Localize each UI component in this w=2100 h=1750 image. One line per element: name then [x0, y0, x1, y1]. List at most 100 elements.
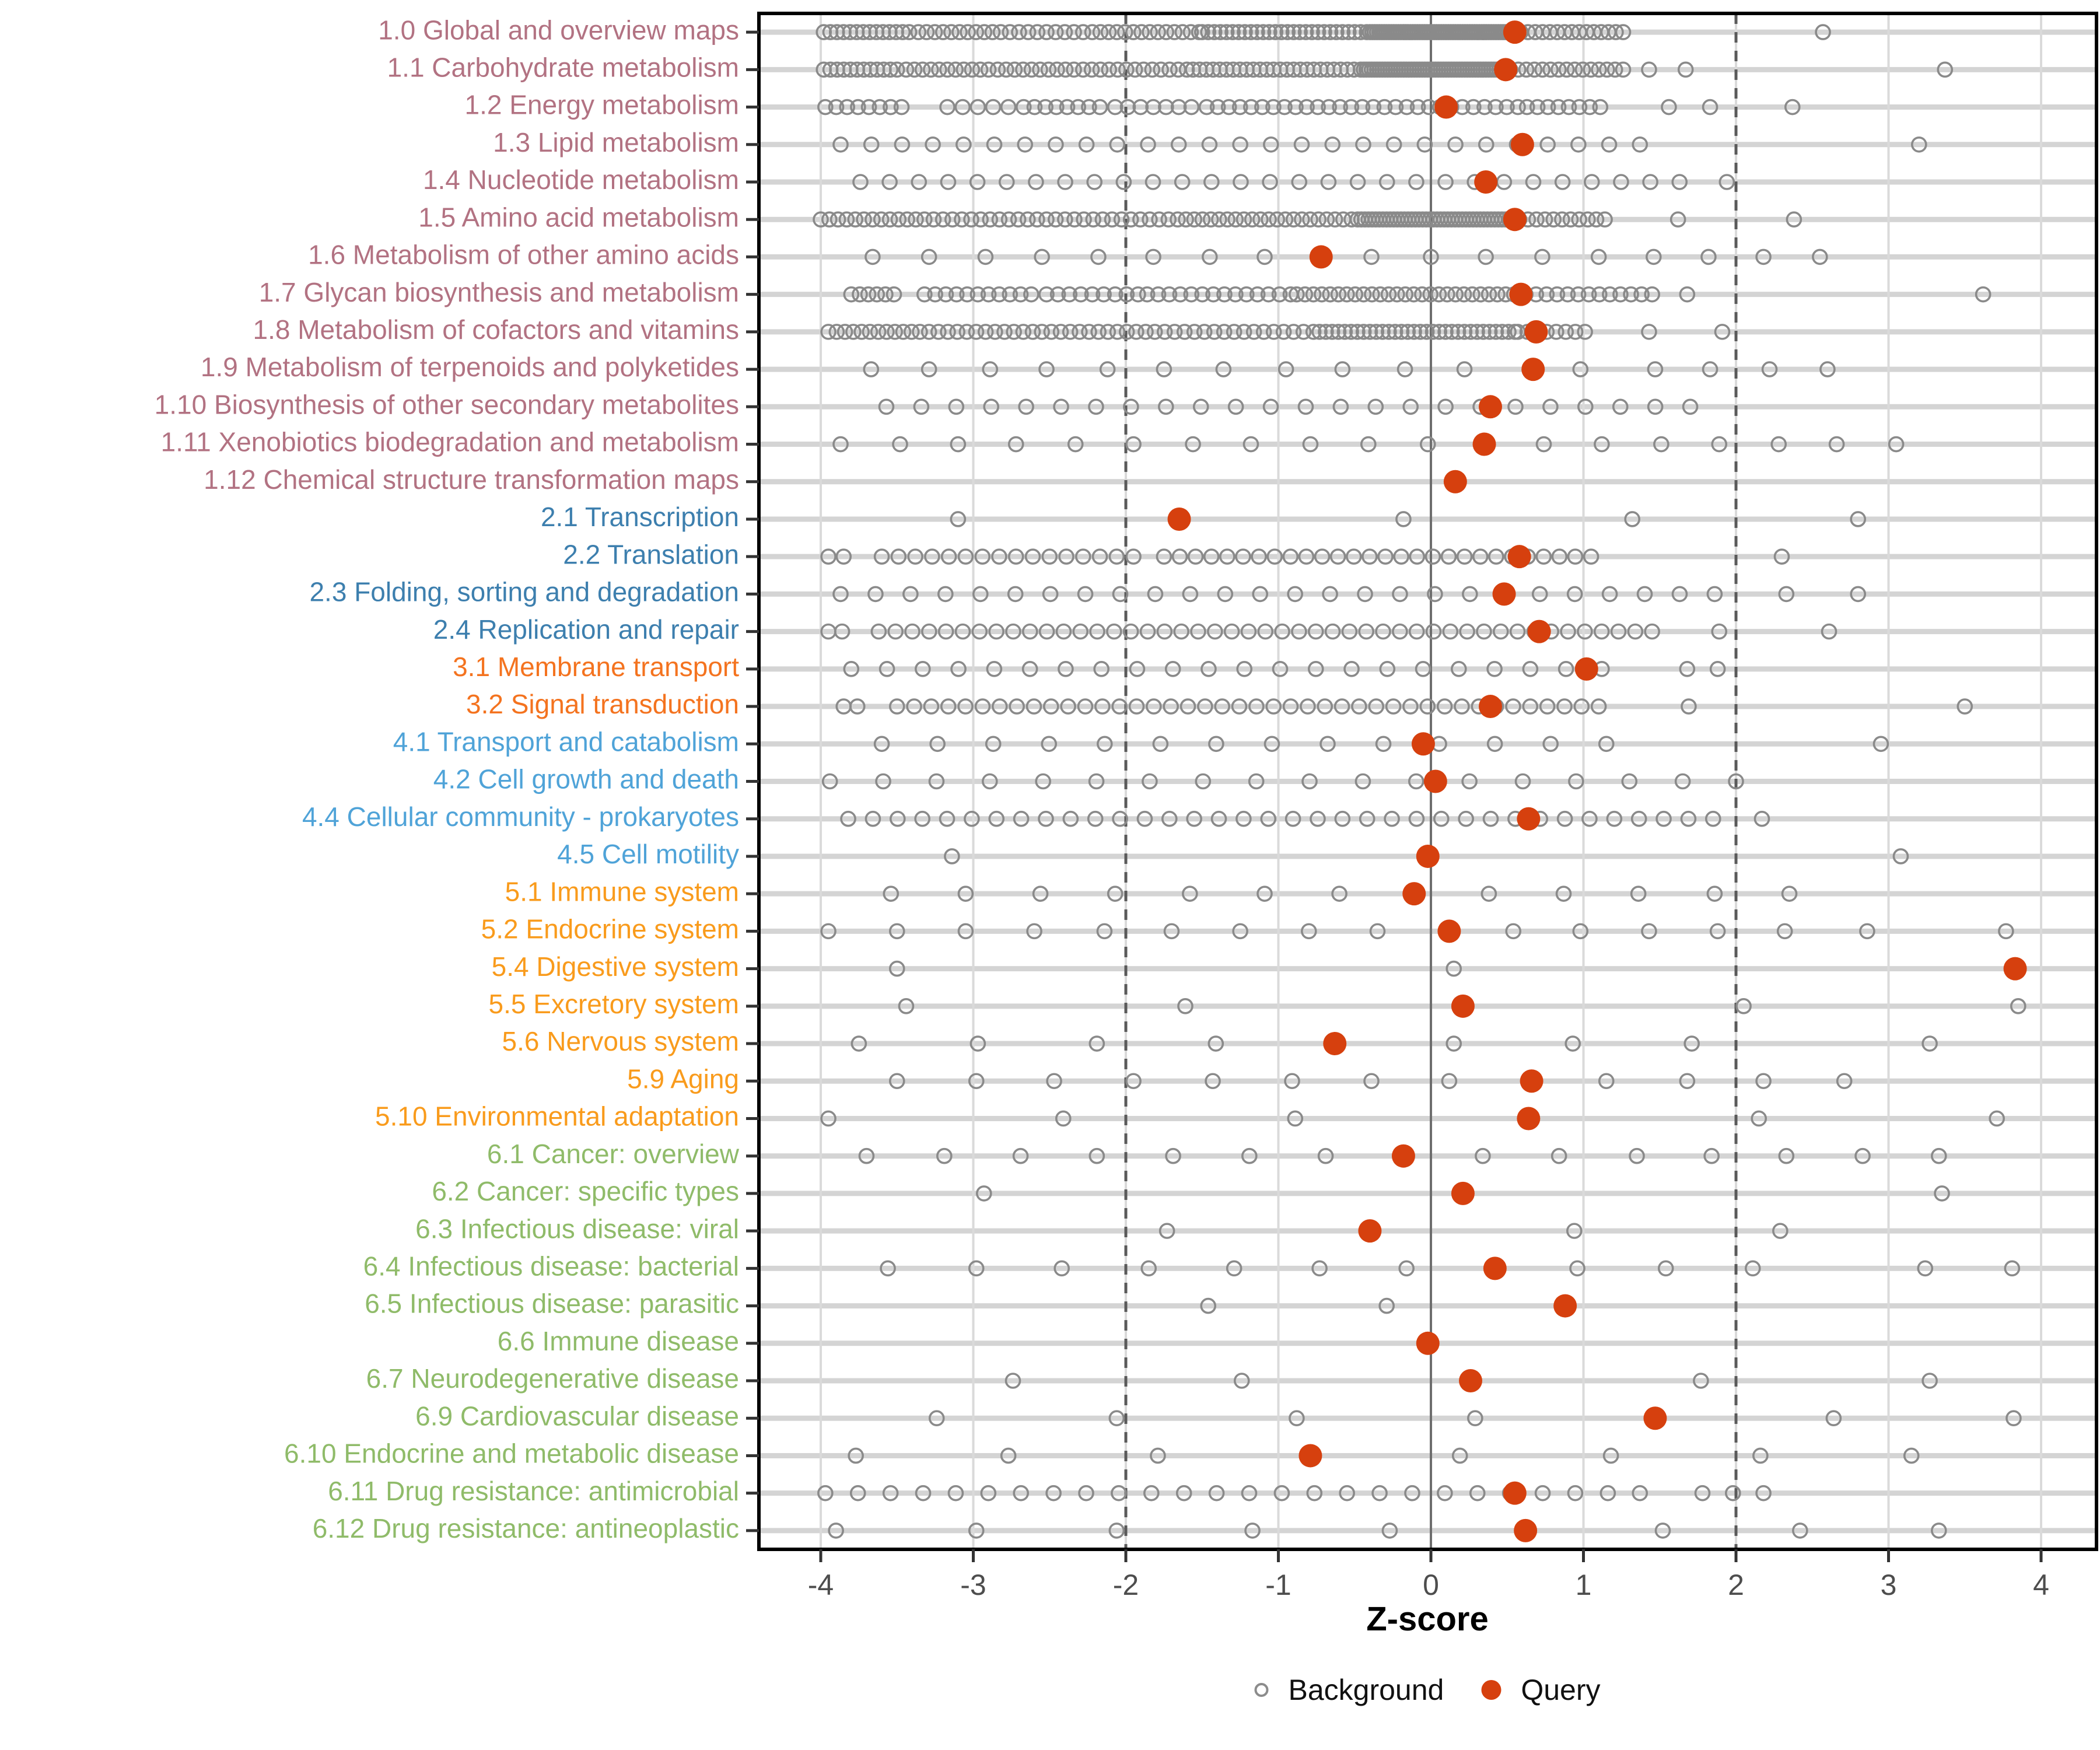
background-point: [1711, 436, 1728, 453]
background-point: [954, 99, 971, 116]
row-label: 1.7 Glycan biosynthesis and metabolism: [259, 277, 739, 307]
background-point: [1608, 24, 1624, 40]
background-point: [1598, 1073, 1615, 1090]
background-point: [1384, 810, 1400, 827]
background-point: [1284, 810, 1301, 827]
background-point: [1661, 99, 1677, 116]
background-point: [1203, 174, 1220, 190]
background-point: [1023, 61, 1040, 78]
background-point: [1566, 61, 1583, 78]
background-point: [1207, 623, 1223, 640]
background-point: [1291, 174, 1308, 190]
background-point: [828, 324, 845, 340]
row-label: 1.3 Lipid metabolism: [493, 127, 739, 158]
background-point: [1364, 286, 1380, 303]
background-point: [1150, 1447, 1166, 1464]
background-point: [1402, 698, 1419, 715]
background-point: [1152, 736, 1169, 752]
background-point: [957, 698, 974, 715]
background-point: [1231, 99, 1248, 116]
background-point: [1562, 211, 1579, 228]
background-point: [1236, 661, 1253, 677]
background-point: [1632, 136, 1648, 153]
background-point: [1334, 698, 1350, 715]
background-point: [939, 99, 956, 116]
background-point: [1287, 99, 1304, 116]
background-point: [1381, 1522, 1398, 1539]
background-point: [1077, 586, 1094, 603]
background-point: [1218, 24, 1235, 40]
background-point: [1416, 136, 1433, 153]
background-point: [1653, 436, 1670, 453]
background-point: [1442, 623, 1459, 640]
background-point: [996, 324, 1013, 340]
x-tick-label: 3: [1881, 1569, 1897, 1601]
background-point: [1073, 286, 1089, 303]
background-point: [1755, 1485, 1772, 1502]
background-point: [877, 286, 894, 303]
background-point: [1355, 324, 1372, 340]
background-point: [1570, 286, 1587, 303]
background-point: [1654, 1522, 1671, 1539]
background-point: [972, 61, 989, 78]
background-point: [992, 24, 1009, 40]
background-point: [898, 61, 915, 78]
background-point: [1015, 324, 1032, 340]
background-point: [878, 398, 895, 415]
background-point: [1096, 286, 1112, 303]
background-point: [1320, 736, 1336, 752]
background-point: [2006, 1410, 2022, 1427]
background-point: [1456, 361, 1473, 377]
background-point: [1206, 24, 1223, 40]
background-point: [985, 736, 1002, 752]
background-point: [1436, 698, 1453, 715]
background-point: [970, 1035, 986, 1052]
query-point: [1416, 1331, 1440, 1355]
background-point: [1223, 623, 1240, 640]
background-point: [940, 324, 956, 340]
background-point: [1377, 548, 1394, 565]
background-point: [836, 324, 853, 340]
background-point: [1186, 810, 1202, 827]
background-point: [1047, 211, 1064, 228]
background-point: [1488, 324, 1504, 340]
background-point: [1406, 324, 1422, 340]
background-point: [1132, 99, 1149, 116]
query-point: [1494, 58, 1518, 82]
background-point: [1580, 211, 1596, 228]
background-point: [1040, 61, 1057, 78]
background-point: [1345, 548, 1362, 565]
background-point: [864, 249, 881, 265]
background-point: [1679, 661, 1696, 677]
background-point: [1657, 1260, 1674, 1277]
background-point: [1349, 324, 1366, 340]
background-point: [1581, 99, 1598, 116]
background-point: [894, 24, 911, 40]
background-point: [1310, 211, 1327, 228]
background-point: [1237, 24, 1253, 40]
background-point: [1216, 324, 1233, 340]
background-point: [1093, 661, 1110, 677]
background-point: [1086, 174, 1103, 190]
background-point: [835, 548, 852, 565]
query-point: [1517, 1107, 1541, 1130]
background-point: [1057, 174, 1073, 190]
background-point: [1058, 548, 1074, 565]
background-point: [1224, 24, 1241, 40]
background-point: [1489, 286, 1506, 303]
query-point: [1503, 20, 1527, 44]
background-point: [944, 211, 961, 228]
background-point: [1393, 324, 1410, 340]
background-point: [1534, 1485, 1551, 1502]
background-point: [1761, 361, 1778, 377]
background-point: [988, 810, 1005, 827]
background-point: [1630, 886, 1647, 902]
row-label: 1.1 Carbohydrate metabolism: [387, 52, 739, 82]
background-point: [1100, 324, 1116, 340]
background-point: [1091, 99, 1108, 116]
background-point: [1060, 698, 1076, 715]
background-point: [972, 586, 989, 603]
background-point: [1197, 698, 1213, 715]
background-point: [1242, 24, 1259, 40]
background-point: [1854, 1147, 1871, 1164]
